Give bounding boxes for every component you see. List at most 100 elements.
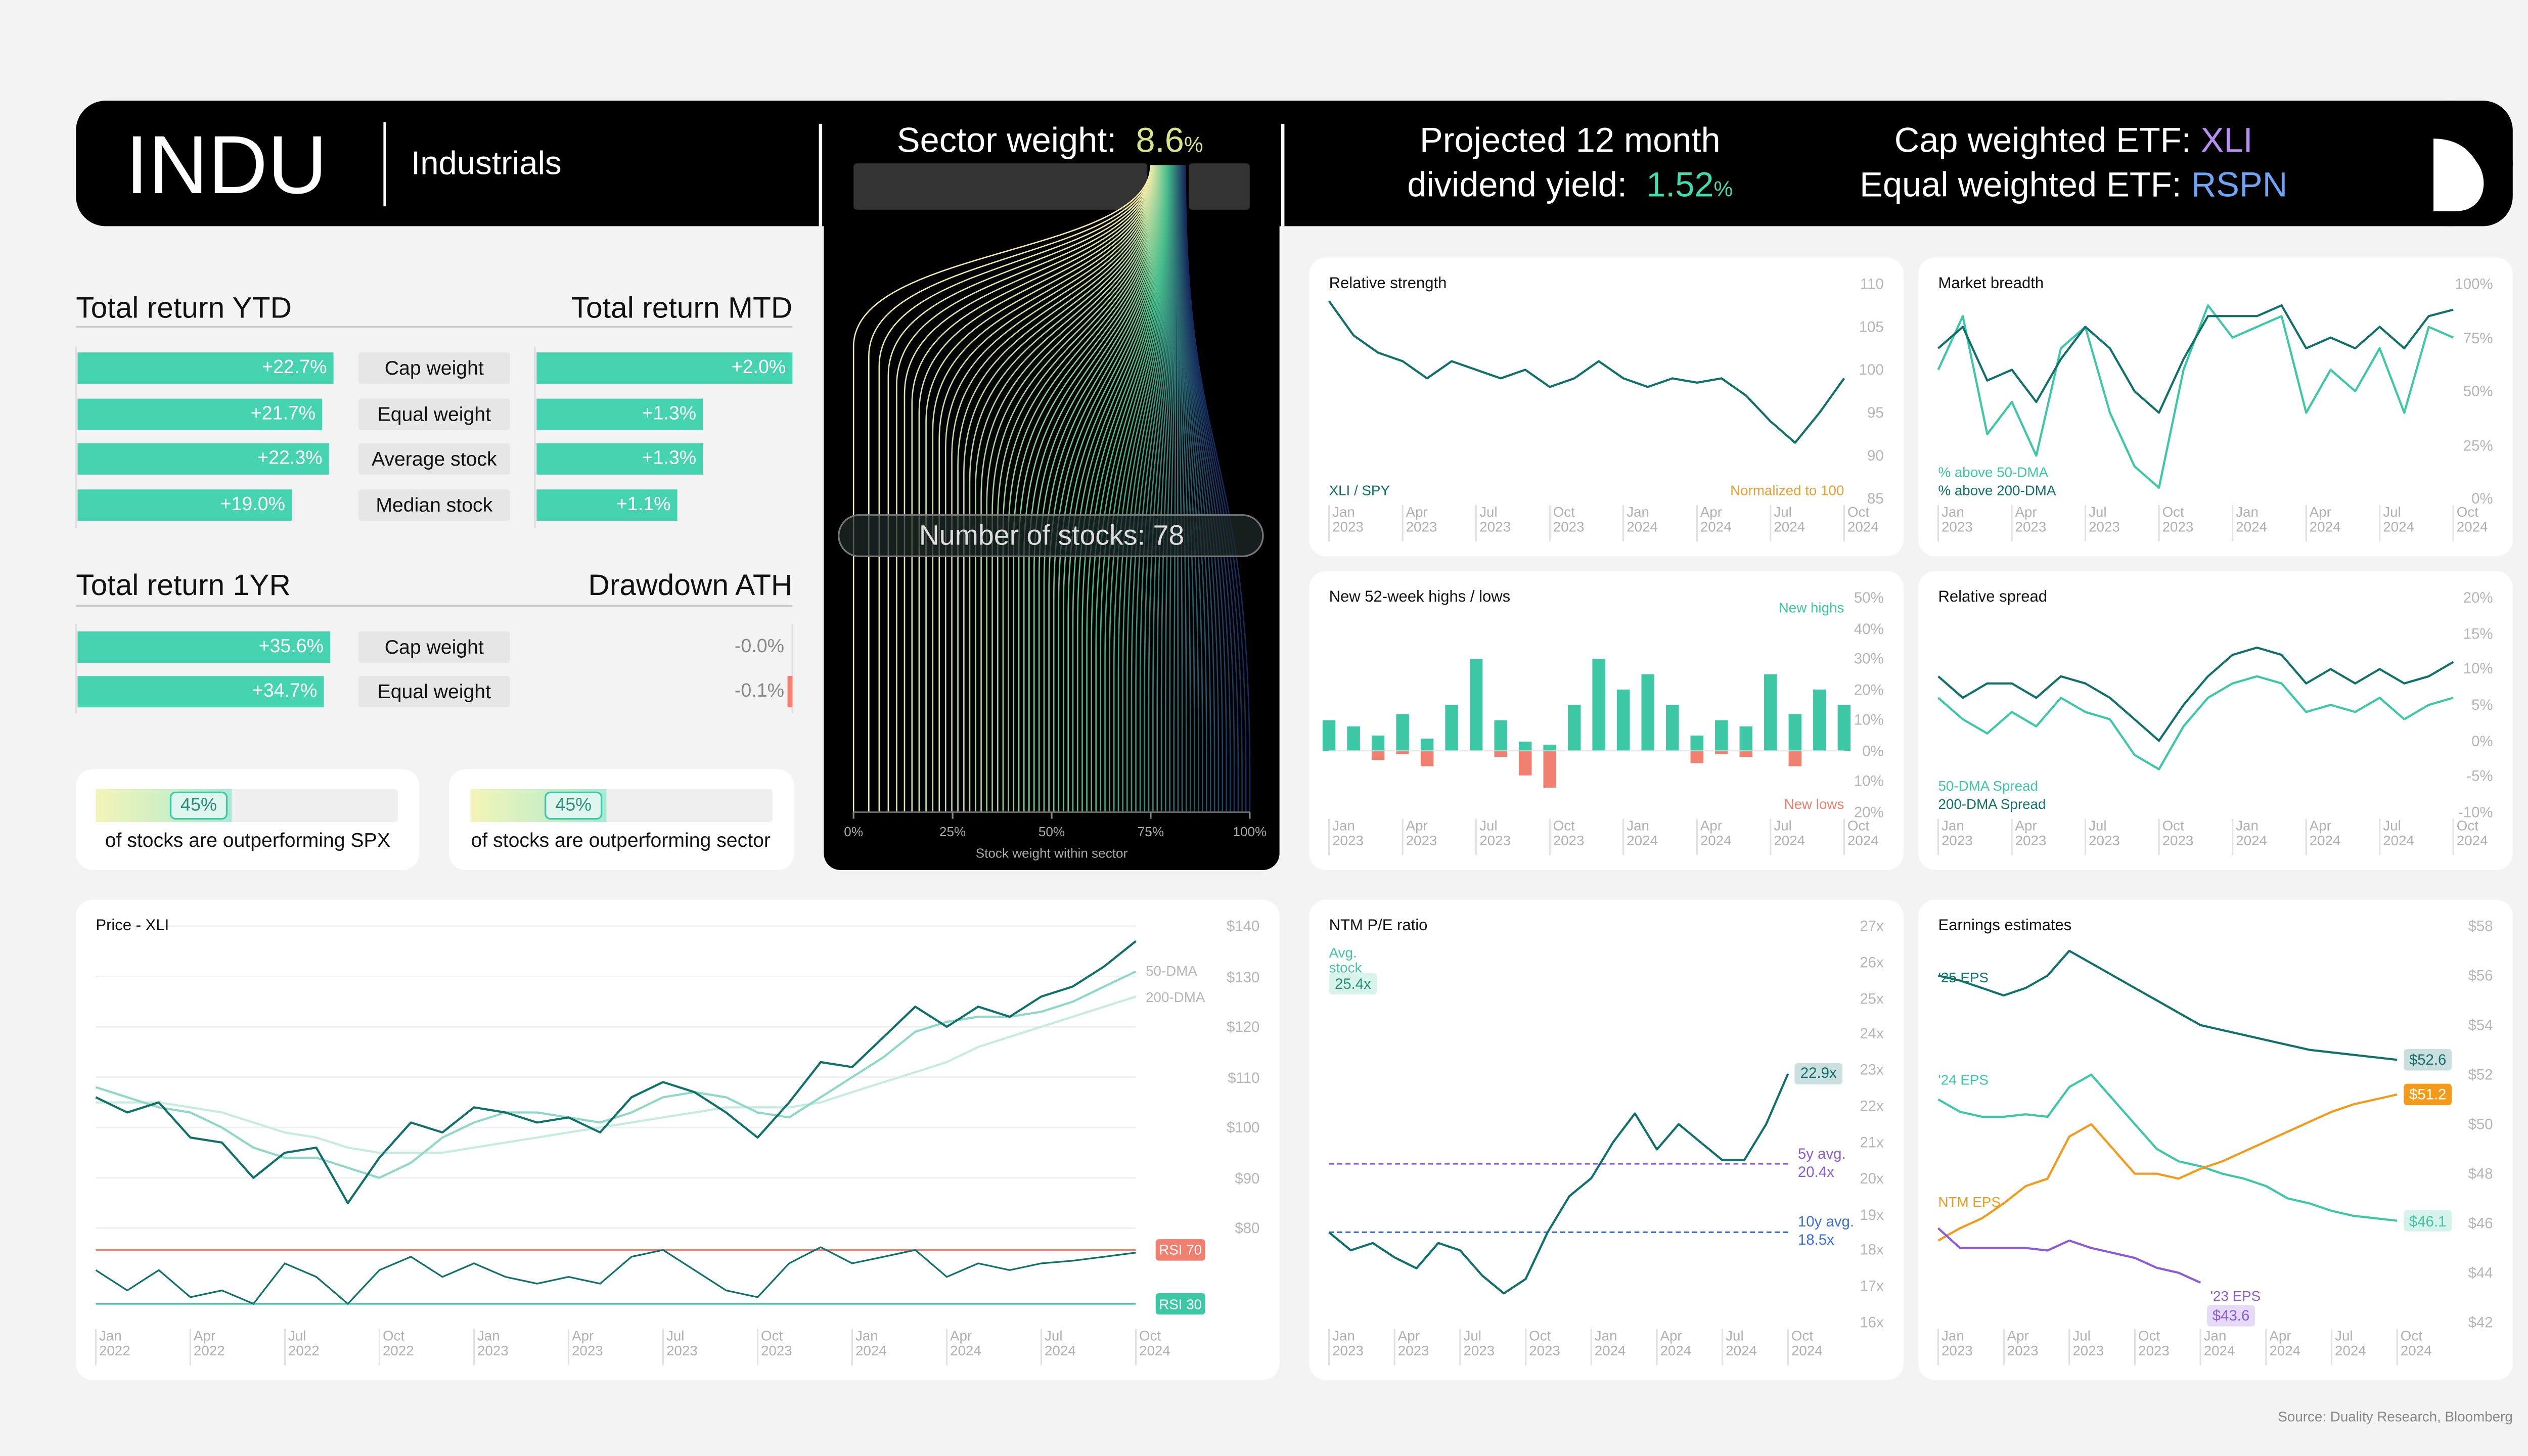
x-tick-label: Jul 2024 (1774, 817, 1805, 849)
end-pill (2404, 1049, 2452, 1071)
panel (1309, 899, 1904, 1380)
y-tick-label: 105 (1859, 318, 1884, 335)
rsi-line (95, 1246, 1136, 1305)
value-label: +22.3% (257, 449, 323, 469)
annotation: Normalized to 100 (1730, 482, 1844, 499)
x-tick-label: 75% (1137, 825, 1164, 840)
y-tick-label: $80 (1235, 1220, 1260, 1237)
x-tick-label: Jan 2022 (99, 1327, 130, 1359)
bar (1592, 659, 1605, 751)
y-tick-label: $42 (2468, 1314, 2493, 1331)
x-tick-label: Oct 2023 (761, 1327, 792, 1359)
bar (1494, 751, 1507, 757)
bar (1543, 751, 1556, 788)
section-title: Drawdown ATH (588, 568, 793, 602)
stock-curve (1013, 165, 1162, 812)
x-tick-label: 25% (939, 825, 966, 840)
x-axis-label: Stock weight within sector (975, 846, 1128, 861)
pill (545, 791, 603, 820)
end-label: $52.6 (2409, 1052, 2447, 1068)
bar (1518, 742, 1532, 751)
x-tick-label: Apr 2024 (1700, 503, 1732, 536)
x-tick-label: Jul 2023 (1479, 503, 1511, 536)
x-tick-label: Apr 2022 (193, 1327, 225, 1359)
count-pill (838, 514, 1264, 558)
bar (1420, 751, 1434, 766)
x-tick-label: Oct 2022 (382, 1327, 414, 1359)
stock-curve (1181, 165, 1215, 812)
panel (1309, 257, 1904, 557)
bar (1715, 720, 1728, 751)
stock-curve (1177, 165, 1179, 812)
rsi-pill (1155, 1293, 1205, 1315)
stock-curve (969, 165, 1158, 812)
count: Number of stocks: 78 (919, 519, 1185, 552)
bar (1690, 735, 1704, 751)
y-tick-label: $58 (2468, 918, 2493, 935)
chart-title: Price - XLI (96, 917, 169, 935)
x-tick-label: Oct 2024 (1139, 1327, 1170, 1359)
legend-label: NTM EPS (1938, 1193, 2001, 1210)
bar (1764, 674, 1777, 751)
y-tick-label: 17x (1860, 1278, 1884, 1295)
row-label: Equal weight (377, 680, 491, 704)
panel (1918, 571, 2513, 870)
x-tick-label: Oct 2023 (2162, 817, 2194, 849)
bar (77, 489, 292, 521)
series-line (1937, 1073, 2398, 1222)
unit: % (1184, 132, 1203, 157)
x-tick-label: Jul 2024 (2383, 817, 2414, 849)
stock-curve (1180, 165, 1211, 812)
bar (1739, 726, 1753, 751)
bar (77, 631, 331, 663)
bar (1322, 720, 1336, 751)
series-line (1328, 1073, 1789, 1295)
stock-curve (1100, 165, 1170, 812)
avg-pill (1329, 973, 1377, 995)
reference-value: 20.4x (1797, 1164, 1834, 1180)
value-label: +1.3% (642, 404, 697, 425)
stock-curve (1018, 165, 1162, 812)
label-box (358, 443, 510, 475)
stock-curve (1002, 165, 1161, 812)
label-box (358, 352, 510, 384)
y-tick-label: $54 (2468, 1017, 2493, 1034)
stock-curve (868, 165, 1152, 812)
y-tick-label: 26x (1860, 953, 1884, 971)
x-tick-label: Jan 2024 (1627, 817, 1658, 849)
x-tick-label: Apr 2024 (2309, 817, 2341, 849)
dividend-label: Projected 12 month (1419, 122, 1721, 160)
x-tick-label: Apr 2024 (1700, 817, 1732, 849)
card-text: of stocks are outperforming SPX (105, 829, 390, 852)
label: Equal weighted ETF: (1860, 166, 2182, 205)
bar (1837, 705, 1851, 751)
y-tick-label: 50% (1854, 589, 1884, 606)
card-text: of stocks are outperforming sector (471, 829, 771, 852)
y-tick-label: $100 (1227, 1119, 1260, 1136)
y-tick-label: 27x (1860, 918, 1884, 935)
x-tick-label: Jan 2023 (477, 1327, 509, 1359)
y-tick-label: 85 (1867, 490, 1884, 507)
y-tick-label: -5% (2466, 768, 2493, 785)
x-tick-label: Jul 2023 (1463, 1327, 1495, 1359)
chart-title: Relative strength (1329, 275, 1447, 293)
stock-curve (980, 165, 1159, 812)
x-tick-label: Apr 2023 (2015, 503, 2047, 536)
series-line (1328, 300, 1845, 444)
value-label: -0.1% (734, 681, 785, 702)
series-line (1937, 1093, 2398, 1242)
stock-curve (904, 165, 1154, 812)
x-tick-label: Jul 2023 (2072, 1327, 2104, 1359)
row-label: Cap weight (384, 635, 484, 659)
value-label: -0.0% (734, 637, 785, 657)
bar (1616, 689, 1630, 751)
legend-label: % above 200-DMA (1938, 482, 2056, 499)
end-pill (2404, 1083, 2452, 1106)
etf: Equal weighted ETF: RSPN (1860, 167, 2287, 206)
end-pill (2207, 1305, 2255, 1327)
x-tick-label: Jan 2023 (1332, 503, 1364, 536)
bar (77, 676, 324, 708)
stock-curve (925, 165, 1155, 812)
series-line (1937, 675, 2454, 770)
stock-curve (1122, 165, 1172, 812)
